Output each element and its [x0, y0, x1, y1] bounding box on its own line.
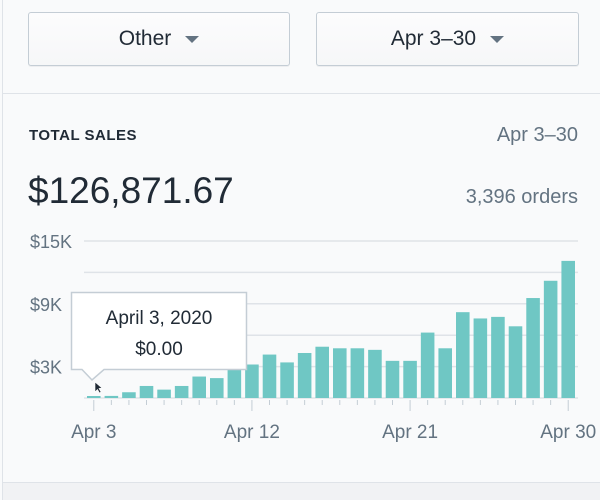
x-tick-label: Apr 12 [224, 422, 280, 443]
tooltip-date: April 3, 2020 [106, 308, 213, 329]
bar[interactable] [192, 376, 206, 398]
caret-down-icon [490, 35, 505, 43]
y-tick-label: $9K [30, 295, 62, 315]
bar[interactable] [245, 364, 259, 398]
left-border [2, 0, 3, 500]
bar[interactable] [227, 367, 242, 398]
bar[interactable] [297, 352, 312, 398]
cursor-icon [94, 381, 103, 394]
bar[interactable] [315, 346, 329, 398]
bar[interactable] [280, 362, 294, 398]
channel-filter-label: Other [118, 27, 172, 50]
channel-filter-dropdown[interactable]: Other [28, 12, 290, 66]
caret-down-icon [185, 35, 200, 43]
bar[interactable] [456, 312, 470, 398]
bar[interactable] [508, 326, 523, 398]
date-range-dropdown[interactable]: Apr 3–30 [316, 12, 579, 66]
card-range: Apr 3–30 [496, 124, 578, 146]
orders-count: 3,396 orders [465, 186, 578, 208]
bar[interactable] [104, 395, 119, 398]
bar[interactable] [139, 385, 154, 398]
next-card-edge [3, 483, 600, 500]
bar[interactable] [526, 298, 540, 398]
bar[interactable] [122, 392, 136, 398]
bar[interactable] [210, 378, 224, 398]
bar[interactable] [438, 348, 452, 398]
bar[interactable] [368, 349, 382, 398]
bar[interactable] [420, 332, 435, 398]
divider [3, 482, 600, 483]
x-tick-label: Apr 21 [382, 422, 438, 443]
bar[interactable] [491, 316, 505, 398]
card-title: TOTAL SALES [29, 127, 138, 144]
bar[interactable] [350, 348, 365, 398]
bar[interactable] [385, 360, 400, 398]
y-tick-label: $15K [30, 232, 72, 252]
date-range-label: Apr 3–30 [390, 27, 477, 50]
bar[interactable] [87, 396, 101, 398]
bar[interactable] [473, 318, 488, 398]
bar[interactable] [174, 385, 189, 398]
tooltip-value: $0.00 [135, 339, 183, 360]
bar[interactable] [333, 348, 347, 398]
y-tick-label: $3K [30, 358, 62, 378]
total-sales-value: $126,871.67 [28, 170, 234, 211]
bar[interactable] [561, 260, 575, 398]
x-tick-label: Apr 30 [540, 422, 596, 443]
bar[interactable] [157, 389, 171, 398]
chart-tooltip: April 3, 2020 $0.00 [70, 291, 248, 382]
divider [3, 93, 600, 94]
bar[interactable] [403, 360, 417, 398]
bar[interactable] [262, 354, 277, 398]
x-tick-label: Apr 3 [71, 422, 116, 443]
bar[interactable] [543, 280, 558, 398]
